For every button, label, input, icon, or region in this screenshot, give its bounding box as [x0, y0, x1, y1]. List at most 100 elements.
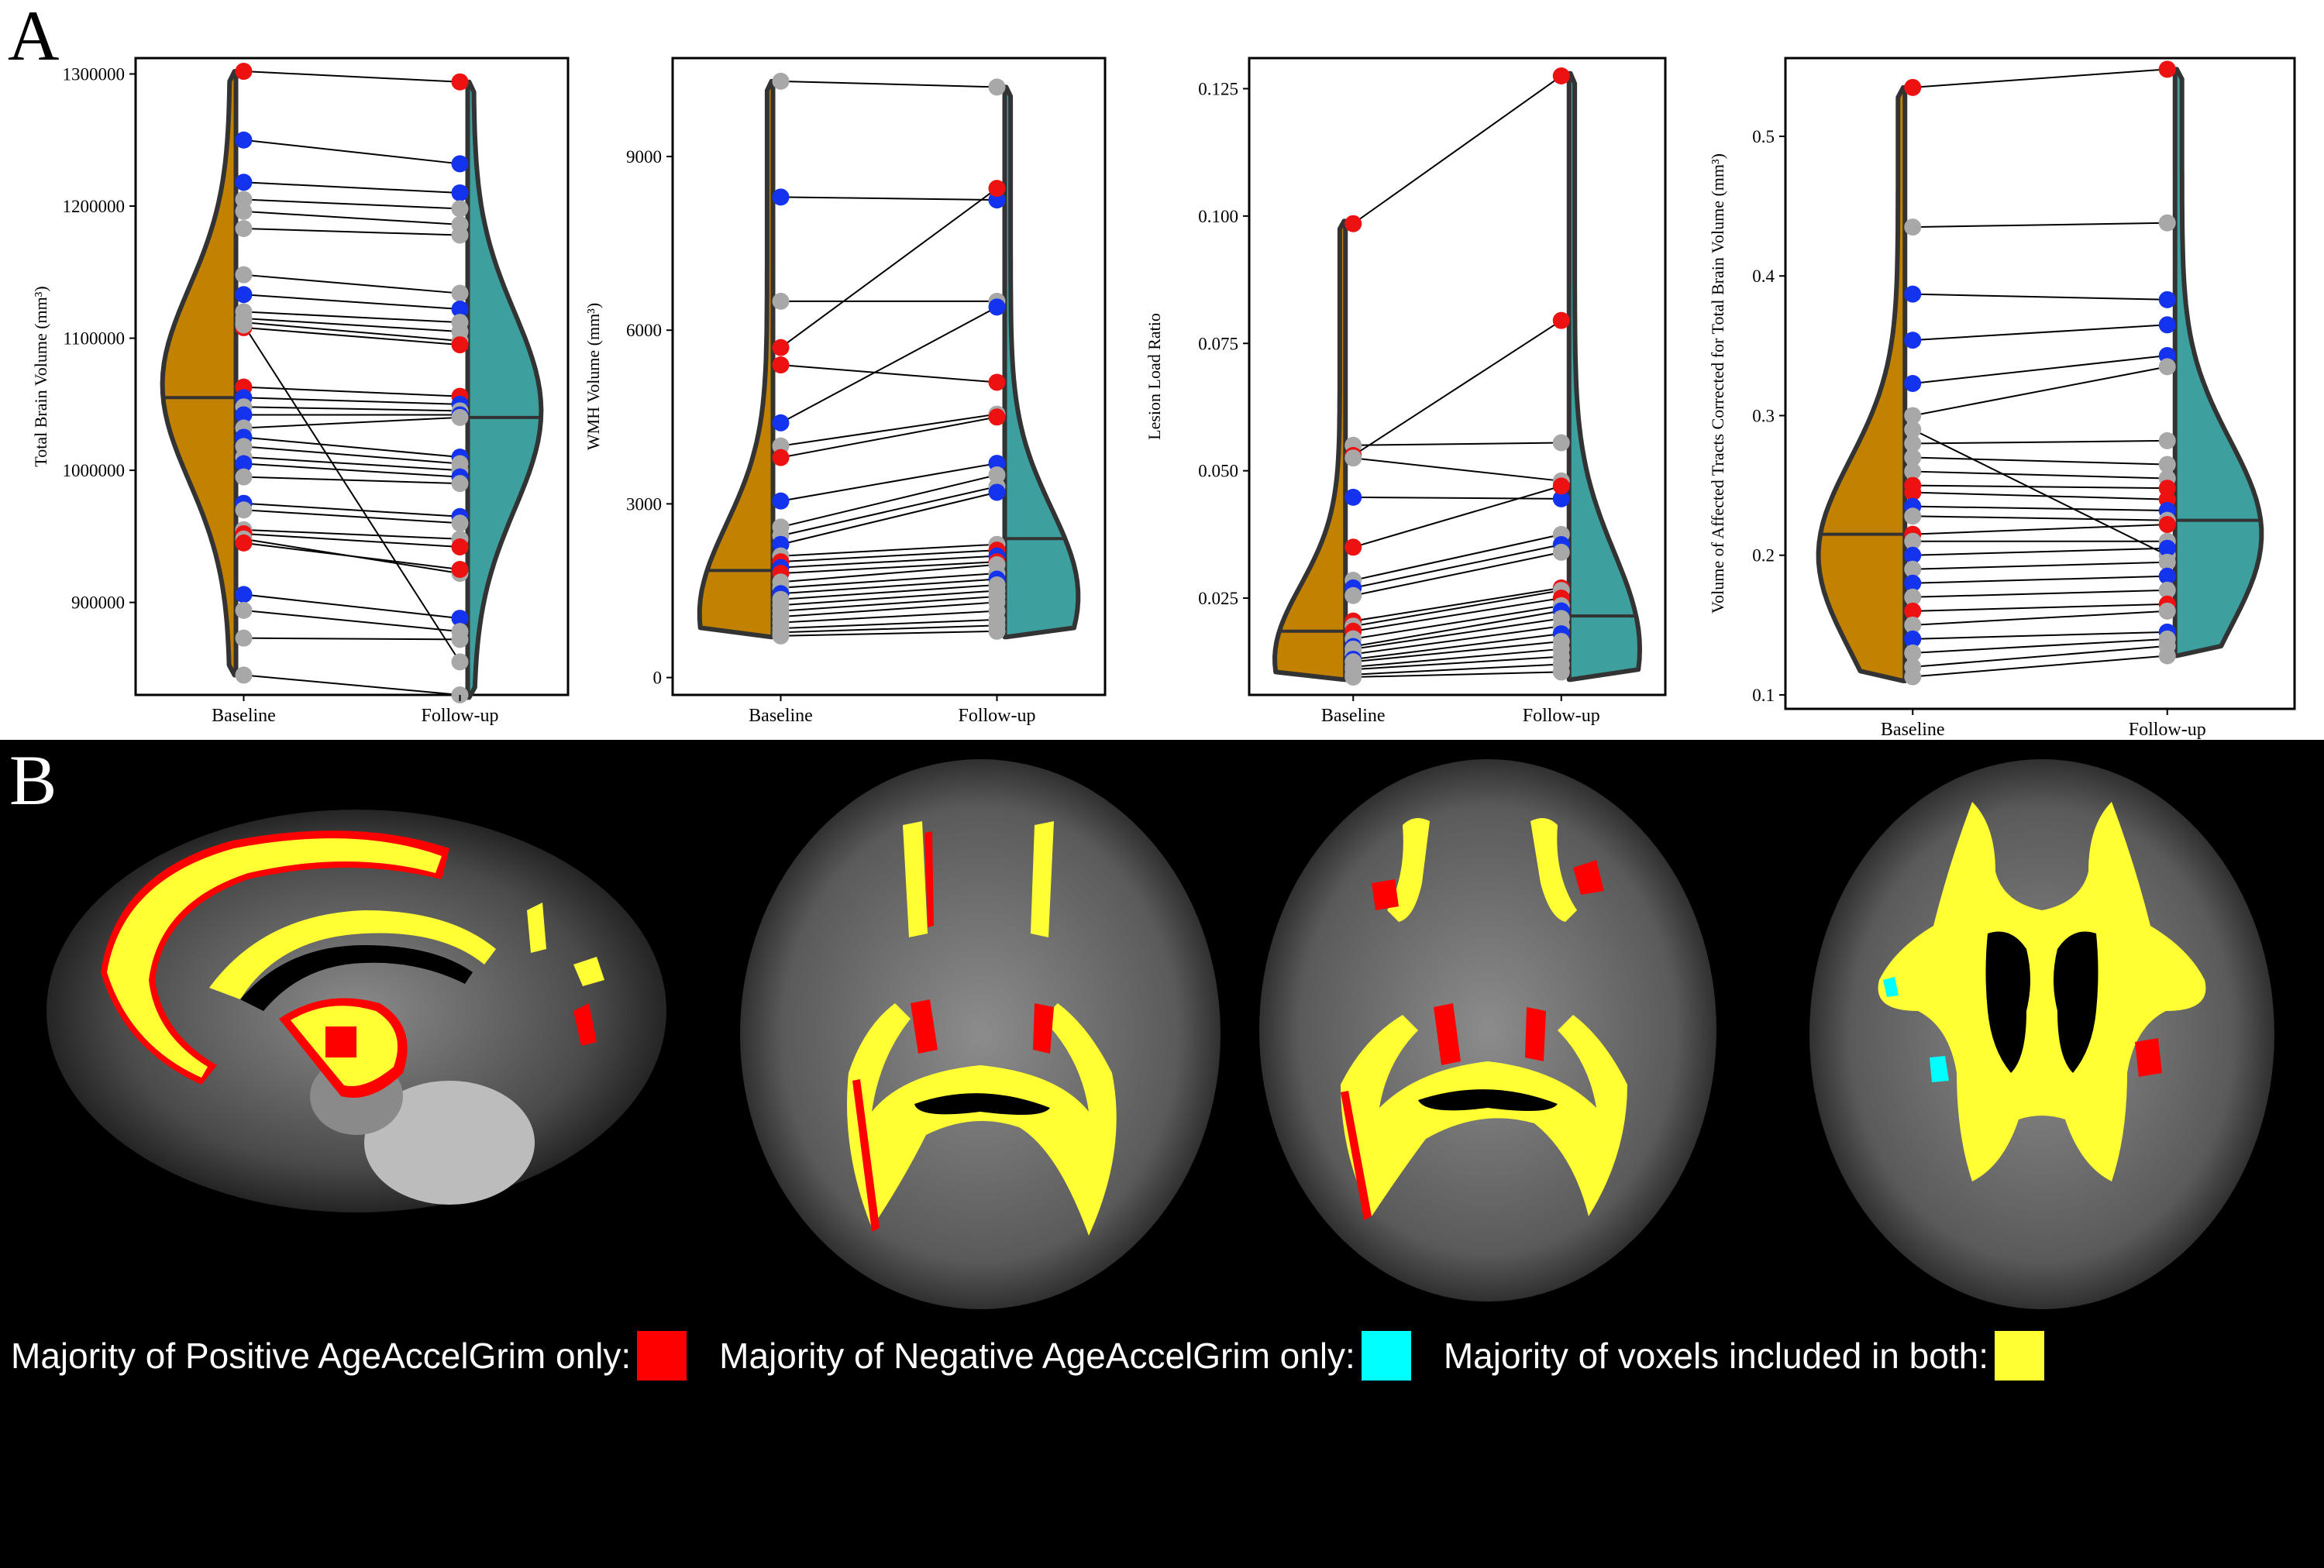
- point-baseline: [235, 629, 253, 647]
- violin-followup: [465, 79, 544, 700]
- y-tick-label: 1300000: [63, 64, 126, 84]
- point-baseline: [772, 188, 790, 206]
- y-tick-label: 1200000: [63, 197, 126, 216]
- point-followup: [988, 483, 1006, 501]
- point-followup: [2158, 581, 2176, 599]
- pair-line: [1913, 547, 2167, 556]
- pair-line: [1353, 640, 1561, 663]
- point-baseline: [235, 286, 253, 304]
- point-baseline: [235, 468, 253, 486]
- point-followup: [2158, 567, 2176, 585]
- pair-line: [1913, 631, 2167, 640]
- pair-line: [243, 311, 460, 324]
- y-tick-label: 0.4: [1752, 266, 1775, 286]
- point-followup: [1552, 311, 1570, 329]
- point-followup: [451, 610, 469, 628]
- point-baseline: [1904, 588, 1922, 606]
- point-followup: [451, 336, 469, 354]
- pair-line: [780, 584, 997, 600]
- pair-line: [780, 618, 997, 630]
- pair-line: [243, 593, 460, 620]
- y-axis-label: WMH Volume (mm³): [584, 303, 603, 450]
- legend-swatch-both: [1994, 1331, 2044, 1381]
- y-tick-label: 0.125: [1198, 79, 1238, 98]
- pair-line: [243, 397, 460, 405]
- point-baseline: [1904, 449, 1922, 466]
- y-tick-label: 1100000: [63, 329, 125, 349]
- violin-baseline: [160, 69, 239, 678]
- violin-baseline: [1816, 84, 1908, 683]
- point-baseline: [1904, 507, 1922, 525]
- pair-line: [1913, 439, 2167, 445]
- point-followup: [988, 373, 1006, 391]
- y-tick-label: 9000: [626, 147, 662, 167]
- point-followup: [2158, 602, 2176, 620]
- y-tick-label: 3000: [626, 494, 662, 514]
- point-baseline: [772, 627, 790, 645]
- chart-1: 900000 1000000 1100000 1200000 1300000 Baseli…: [31, 57, 570, 726]
- point-followup: [1552, 434, 1570, 452]
- point-followup: [1552, 67, 1570, 85]
- x-label-baseline: Baseline: [212, 706, 276, 726]
- brain-axial-slice-1: [740, 759, 1221, 1309]
- y-tick-label: 900000: [71, 593, 125, 613]
- x-label-followup: Follow-up: [2129, 720, 2206, 740]
- point-baseline: [1904, 375, 1922, 392]
- point-baseline: [235, 586, 253, 603]
- pair-line: [243, 386, 460, 397]
- pair-line: [780, 630, 997, 637]
- point-followup: [2158, 60, 2176, 78]
- point-followup: [2158, 456, 2176, 473]
- pair-line: [1353, 648, 1561, 668]
- pair-line: [1913, 470, 2167, 480]
- point-baseline: [235, 316, 253, 334]
- point-followup: [2158, 553, 2176, 571]
- y-tick-label: 6000: [626, 321, 662, 340]
- point-baseline: [1904, 483, 1922, 501]
- pair-line: [1352, 319, 1562, 456]
- legend: Majority of Positive AgeAccelGrim only: …: [11, 1329, 2320, 1383]
- point-baseline: [1904, 421, 1922, 438]
- pair-line: [1353, 597, 1561, 632]
- point-baseline: [772, 492, 790, 510]
- point-baseline: [1904, 546, 1922, 564]
- point-baseline: [235, 406, 253, 424]
- pair-line: [243, 416, 460, 429]
- point-followup: [1552, 543, 1570, 561]
- point-followup: [451, 155, 469, 173]
- pair-line: [780, 601, 997, 618]
- point-baseline: [1344, 538, 1362, 556]
- y-axis-label: Lesion Load Ratio: [1145, 313, 1164, 440]
- pair-line: [1353, 610, 1561, 648]
- point-followup: [2158, 516, 2176, 534]
- point-followup: [2158, 291, 2176, 308]
- pair-line: [780, 590, 997, 607]
- legend-item-positive: Majority of Positive AgeAccelGrim only:: [11, 1331, 687, 1381]
- pair-line: [780, 543, 997, 557]
- point-baseline: [235, 219, 253, 237]
- pair-line: [243, 456, 460, 472]
- pair-line: [780, 610, 997, 624]
- pair-line: [243, 532, 460, 548]
- x-label-followup: Follow-up: [421, 706, 498, 726]
- pair-line: [1913, 645, 2167, 668]
- point-followup: [2158, 358, 2176, 376]
- pair-line: [243, 70, 460, 83]
- pair-line: [780, 624, 997, 634]
- pair-line: [1352, 75, 1562, 225]
- point-followup: [2158, 316, 2176, 334]
- y-tick-label: 0.075: [1198, 334, 1238, 353]
- violin-baseline: [697, 78, 776, 640]
- y-tick-label: 0.3: [1752, 406, 1775, 425]
- pair-line: [243, 462, 460, 478]
- point-followup: [451, 301, 469, 318]
- pair-line: [1353, 457, 1561, 482]
- point-baseline: [235, 131, 253, 149]
- point-baseline: [1904, 435, 1922, 452]
- point-followup: [988, 180, 1006, 198]
- pair-line: [243, 502, 460, 518]
- point-baseline: [235, 455, 253, 473]
- pair-line: [1913, 484, 2167, 490]
- pair-line: [243, 227, 460, 236]
- x-label-baseline: Baseline: [1321, 706, 1386, 726]
